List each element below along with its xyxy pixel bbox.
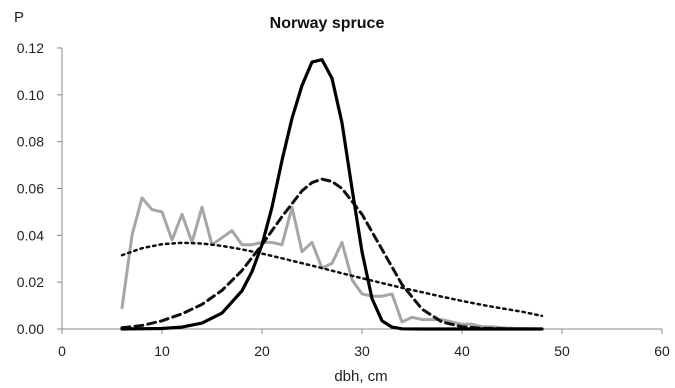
series-line-dashed-black: [120, 177, 544, 331]
y-tick-label: 0.06: [17, 181, 44, 197]
x-tick-label: 50: [554, 343, 570, 359]
x-axis-label: dbh, cm: [334, 368, 387, 385]
x-tick-label: 0: [58, 343, 66, 359]
series-line-solid-black: [120, 58, 544, 331]
series-line-dotted-black: [120, 241, 544, 318]
x-tick-label: 30: [354, 343, 370, 359]
chart-title: Norway spruce: [270, 15, 385, 32]
x-tick-label: 10: [154, 343, 170, 359]
y-tick-label: 0.10: [17, 87, 44, 103]
x-tick-label: 60: [654, 343, 670, 359]
x-tick-label: 20: [254, 343, 270, 359]
y-tick-label: 0.04: [17, 227, 44, 243]
y-tick-label: 0.12: [17, 40, 44, 56]
series-line-solid-gray: [120, 196, 544, 331]
x-tick-label: 40: [454, 343, 470, 359]
series-layer: [120, 58, 544, 331]
y-tick-label: 0.02: [17, 274, 44, 290]
y-tick-label: 0.00: [17, 321, 44, 337]
axes: 0.00 0.02 0.04 0.06 0.08 0.10 0.12 0 10 20 30 40 50 6…: [17, 40, 670, 359]
y-tick-label: 0.08: [17, 134, 44, 150]
y-axis-label: P: [14, 9, 24, 26]
